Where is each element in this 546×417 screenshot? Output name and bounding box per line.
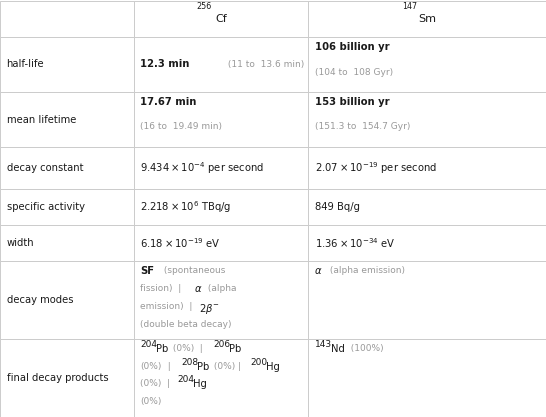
Text: decay constant: decay constant xyxy=(7,163,83,173)
Bar xyxy=(308,225,546,261)
Bar xyxy=(308,261,546,339)
Bar xyxy=(134,37,308,92)
Text: Nd: Nd xyxy=(331,344,345,354)
Text: 12.3 min: 12.3 min xyxy=(140,59,189,69)
Text: 204: 204 xyxy=(140,340,157,349)
Bar xyxy=(308,189,546,225)
Bar xyxy=(308,37,546,92)
Bar xyxy=(134,261,308,339)
Text: 256: 256 xyxy=(196,3,211,11)
Text: 849 Bq/g: 849 Bq/g xyxy=(315,202,360,212)
Text: Pb: Pb xyxy=(156,344,168,354)
Bar xyxy=(0,92,134,147)
Text: 147: 147 xyxy=(402,3,417,11)
Text: $6.18\times10^{-19}$ eV: $6.18\times10^{-19}$ eV xyxy=(140,236,221,250)
Bar xyxy=(308,1,546,37)
Text: $2.218\times10^{6}$ TBq/g: $2.218\times10^{6}$ TBq/g xyxy=(140,199,232,215)
Text: (0%): (0%) xyxy=(211,362,235,371)
Text: 204: 204 xyxy=(177,375,194,384)
Text: (alpha emission): (alpha emission) xyxy=(327,266,405,275)
Text: 206: 206 xyxy=(213,340,230,349)
Text: 143: 143 xyxy=(315,340,332,349)
Text: 153 billion yr: 153 billion yr xyxy=(315,97,390,107)
Bar xyxy=(308,92,546,147)
Text: $1.36\times10^{-34}$ eV: $1.36\times10^{-34}$ eV xyxy=(315,236,396,250)
Text: 200: 200 xyxy=(251,358,268,367)
Text: (104 to  108 Gyr): (104 to 108 Gyr) xyxy=(315,68,393,77)
Text: (alpha: (alpha xyxy=(205,284,236,293)
Text: (double beta decay): (double beta decay) xyxy=(140,321,232,329)
Bar xyxy=(134,92,308,147)
Text: fission)  |: fission) | xyxy=(140,284,187,293)
Text: emission)  |: emission) | xyxy=(140,302,198,311)
Text: half-life: half-life xyxy=(7,59,44,69)
Bar xyxy=(134,1,308,37)
Bar xyxy=(134,339,308,417)
Text: Pb: Pb xyxy=(229,344,241,354)
Text: (0%): (0%) xyxy=(170,344,194,353)
Bar xyxy=(0,147,134,189)
Bar xyxy=(308,339,546,417)
Bar xyxy=(0,189,134,225)
Text: (16 to  19.49 min): (16 to 19.49 min) xyxy=(140,123,222,131)
Bar xyxy=(0,225,134,261)
Text: (11 to  13.6 min): (11 to 13.6 min) xyxy=(225,60,304,69)
Text: |: | xyxy=(235,362,247,371)
Bar xyxy=(134,225,308,261)
Text: $9.434\times10^{-4}$ per second: $9.434\times10^{-4}$ per second xyxy=(140,161,264,176)
Bar xyxy=(134,189,308,225)
Text: 17.67 min: 17.67 min xyxy=(140,97,197,107)
Text: (0%): (0%) xyxy=(140,362,162,371)
Text: (151.3 to  154.7 Gyr): (151.3 to 154.7 Gyr) xyxy=(315,123,411,131)
Text: Sm: Sm xyxy=(418,14,436,24)
Text: (0%)  |: (0%) | xyxy=(140,379,176,389)
Text: Hg: Hg xyxy=(193,379,206,389)
Text: $2\beta^{-}$: $2\beta^{-}$ xyxy=(199,302,219,317)
Text: width: width xyxy=(7,238,34,248)
Text: 106 billion yr: 106 billion yr xyxy=(315,42,390,52)
Text: Cf: Cf xyxy=(215,14,227,24)
Bar xyxy=(0,261,134,339)
Text: Pb: Pb xyxy=(197,362,209,372)
Text: decay modes: decay modes xyxy=(7,295,73,305)
Text: α: α xyxy=(315,266,322,276)
Text: |: | xyxy=(194,344,209,353)
Text: (100%): (100%) xyxy=(345,344,383,353)
Text: specific activity: specific activity xyxy=(7,202,85,212)
Bar xyxy=(0,37,134,92)
Text: α: α xyxy=(195,284,201,294)
Text: final decay products: final decay products xyxy=(7,373,108,383)
Text: Hg: Hg xyxy=(266,362,280,372)
Text: |: | xyxy=(162,362,177,371)
Text: (0%): (0%) xyxy=(140,397,162,406)
Text: mean lifetime: mean lifetime xyxy=(7,115,76,125)
Bar xyxy=(0,339,134,417)
Text: SF: SF xyxy=(140,266,155,276)
Bar xyxy=(0,1,134,37)
Text: $2.07\times10^{-19}$ per second: $2.07\times10^{-19}$ per second xyxy=(315,161,437,176)
Bar xyxy=(134,147,308,189)
Bar xyxy=(308,147,546,189)
Text: (spontaneous: (spontaneous xyxy=(161,266,225,275)
Text: 208: 208 xyxy=(181,358,198,367)
